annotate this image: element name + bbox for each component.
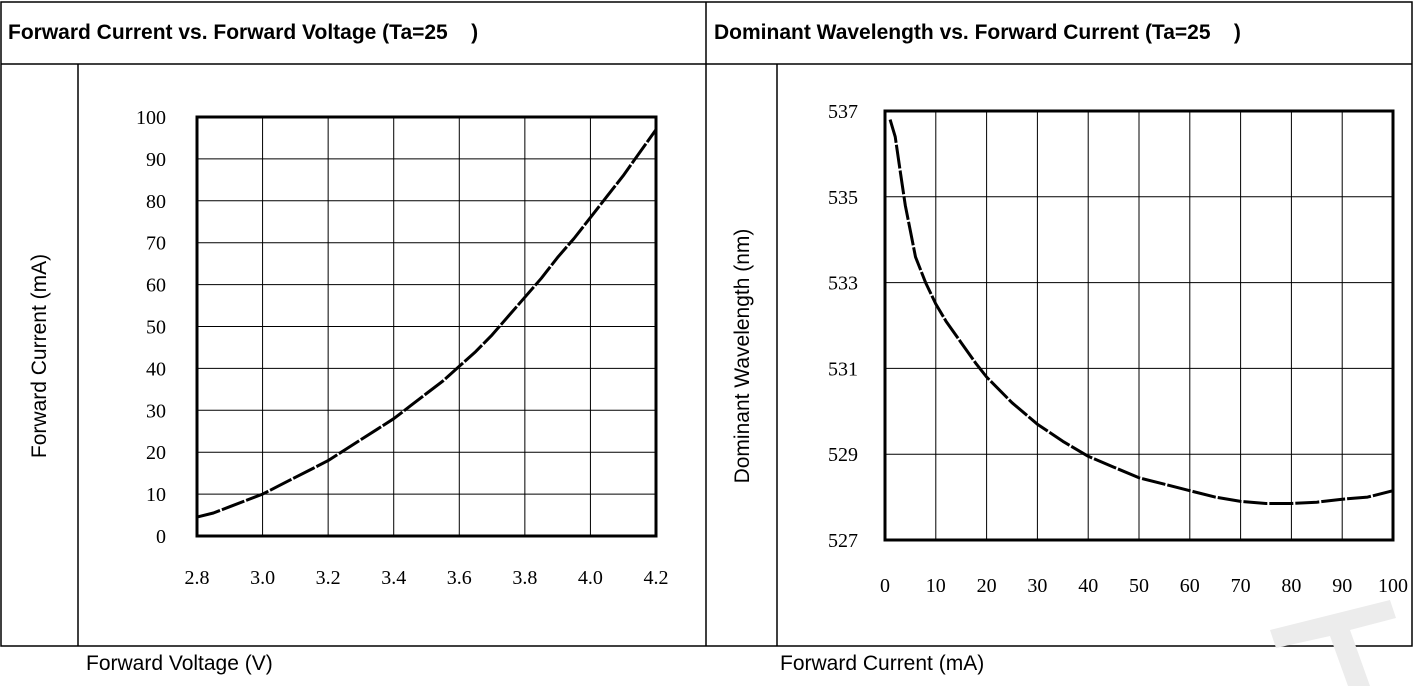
plot-area-border <box>883 109 1395 542</box>
plot-area-border <box>195 115 658 538</box>
y-tick-label: 0 <box>156 526 166 548</box>
x-tick-label: 20 <box>977 575 997 597</box>
x-tick-label: 70 <box>1231 575 1251 597</box>
chart-header-left: Forward Current vs. Forward Voltage (Ta=… <box>8 21 479 44</box>
y-axis-title-left: Forward Current (mA) <box>28 253 51 459</box>
y-tick-label: 100 <box>136 107 166 129</box>
x-tick-label: 40 <box>1078 575 1098 597</box>
x-tick-label: 100 <box>1378 575 1408 597</box>
y-tick-label: 70 <box>146 233 166 255</box>
x-axis-title-right: Forward Current (mA) <box>780 652 985 675</box>
chart-forward-current-vs-voltage: 2.8 3.0 3.2 3.4 3.6 3.8 4.0 4.2 0 10 20 30 40 50 60 70 8… <box>136 107 669 589</box>
y-tick-label: 20 <box>146 442 166 464</box>
y-tick-label: 535 <box>828 187 858 209</box>
watermark-shape <box>1270 600 1396 686</box>
y-tick-label: 10 <box>146 484 166 506</box>
y-tick-label: 50 <box>146 317 166 339</box>
series-line <box>888 119 1394 505</box>
x-tick-label: 50 <box>1129 575 1149 597</box>
chart-wavelength-vs-current: 0 10 20 30 40 50 60 70 80 90 100 527 529 531 533 535 537 <box>828 101 1408 597</box>
x-tick-label: 0 <box>880 575 890 597</box>
x-tick-label: 2.8 <box>185 567 210 589</box>
x-axis-title-left: Forward Voltage (V) <box>86 652 273 675</box>
y-tick-label: 529 <box>828 444 858 466</box>
x-tick-label: 60 <box>1180 575 1200 597</box>
x-tick-label: 3.2 <box>316 567 341 589</box>
y-tick-label: 537 <box>828 101 858 123</box>
y-tick-label: 80 <box>146 191 166 213</box>
y-tick-label: 531 <box>828 358 858 380</box>
y-tick-label: 90 <box>146 149 166 171</box>
chart-header-right: Dominant Wavelength vs. Forward Current … <box>714 21 1241 44</box>
x-tick-label: 3.4 <box>381 567 406 589</box>
x-tick-label: 80 <box>1281 575 1301 597</box>
x-tick-label: 30 <box>1027 575 1047 597</box>
x-tick-label: 4.0 <box>578 567 603 589</box>
x-tick-label: 3.8 <box>512 567 537 589</box>
y-tick-label: 30 <box>146 400 166 422</box>
y-tick-label: 60 <box>146 275 166 297</box>
watermark-graphic <box>1270 600 1396 686</box>
x-tick-label: 3.6 <box>447 567 472 589</box>
x-tick-label: 90 <box>1332 575 1352 597</box>
y-axis-title-right: Dominant Wavelength (nm) <box>731 228 754 484</box>
x-tick-label: 3.0 <box>250 567 275 589</box>
x-tick-label: 10 <box>926 575 946 597</box>
y-tick-label: 40 <box>146 358 166 380</box>
y-tick-label: 527 <box>828 530 858 552</box>
table-frame <box>0 1 1413 647</box>
y-tick-label: 533 <box>828 273 858 295</box>
x-tick-label: 4.2 <box>644 567 669 589</box>
series-line <box>196 128 658 519</box>
